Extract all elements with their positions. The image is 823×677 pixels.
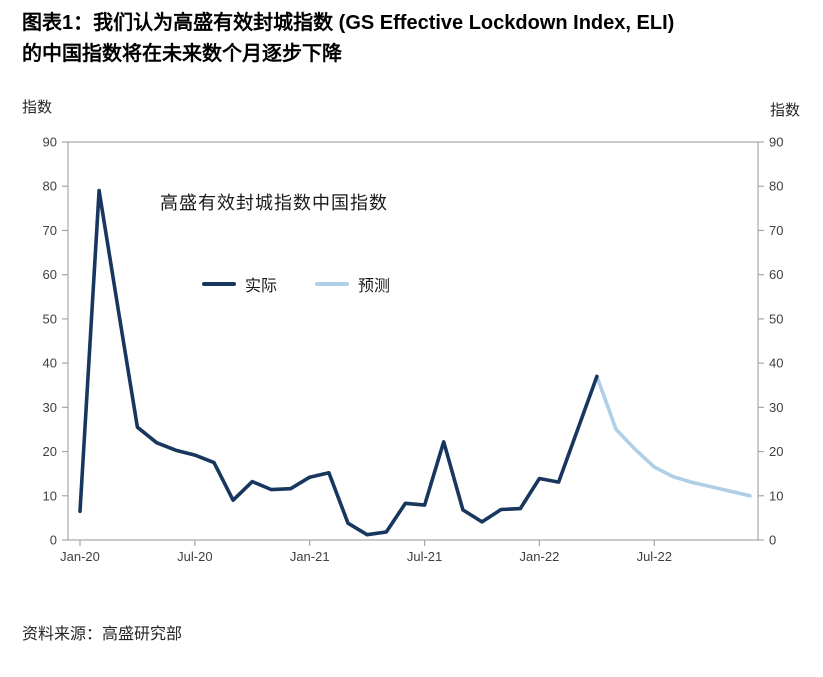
actual-line-swatch <box>202 282 236 286</box>
plot-border <box>67 141 759 541</box>
x-tick-label: Jan-21 <box>290 549 330 564</box>
exhibit-title-line2: 的中国指数将在未来数个月逐步下降 <box>22 43 342 65</box>
y-tick-label-right: 50 <box>769 311 783 326</box>
legend-label-actual: 实际 <box>245 278 278 295</box>
y-tick-label-right: 70 <box>769 223 783 238</box>
y-tick-label-left: 0 <box>50 533 57 548</box>
eli-line-chart: 0 0 10 10 20 20 30 30 40 40 50 50 60 60 70 70 80 80 90 90 Ja… <box>43 135 784 565</box>
series-actual-line <box>78 188 599 537</box>
x-tick-label: Jan-22 <box>520 549 560 564</box>
y-tick-label-left: 90 <box>43 135 57 150</box>
y-tick-label-left: 70 <box>43 223 57 238</box>
y-tick-label-right: 90 <box>769 135 783 150</box>
exhibit-title-line1: 图表1：我们认为高盛有效封城指数 (GS Effective Lockdown … <box>22 12 675 34</box>
x-tick-label: Jul-21 <box>407 549 442 564</box>
y-tick-label-right: 40 <box>769 356 783 371</box>
y-tick-label-right: 60 <box>769 267 783 282</box>
y-tick-label-right: 10 <box>769 488 783 503</box>
y-tick-label-left: 20 <box>43 444 57 459</box>
y-tick-label-right: 30 <box>769 400 783 415</box>
y-tick-label-left: 50 <box>43 311 57 326</box>
chart-legend: 实际 预测 <box>202 272 390 296</box>
y-tick-label-left: 60 <box>43 267 57 282</box>
left-axis-unit-label: 指数 <box>22 99 53 116</box>
series-forecast-line <box>595 374 752 498</box>
source-note: 资料来源：高盛研究部 <box>22 626 183 643</box>
legend-item-forecast: 预测 <box>315 272 390 296</box>
y-tick-label-left: 80 <box>43 179 57 194</box>
y-tick-label-right: 0 <box>769 533 776 548</box>
y-tick-label-left: 30 <box>43 400 57 415</box>
exhibit-title: 图表1：我们认为高盛有效封城指数 (GS Effective Lockdown … <box>22 8 812 70</box>
y-tick-label-left: 40 <box>43 356 57 371</box>
x-tick-label: Jul-22 <box>637 549 672 564</box>
y-tick-label-left: 10 <box>43 488 57 503</box>
legend-label-forecast: 预测 <box>358 278 391 295</box>
y-tick-label-right: 20 <box>769 444 783 459</box>
y-tick-label-right: 80 <box>769 179 783 194</box>
forecast-line-swatch <box>315 282 350 286</box>
x-tick-label: Jan-20 <box>60 549 100 564</box>
right-axis-unit-label: 指数 <box>770 102 801 119</box>
series-annotation: 高盛有效封城指数中国指数 <box>160 193 388 213</box>
legend-item-actual: 实际 <box>202 272 277 296</box>
x-tick-label: Jul-20 <box>177 549 212 564</box>
